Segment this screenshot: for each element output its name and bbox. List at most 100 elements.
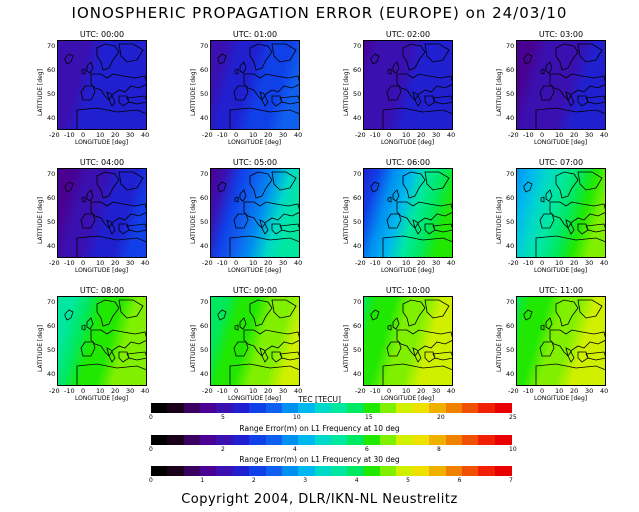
x-tick-label: -20 [508,131,519,139]
colorbar-segment [494,403,512,413]
y-tick-label: 50 [47,346,56,354]
coastline [565,347,575,363]
colorbar-segment [151,403,168,413]
tec-map-panel [57,40,147,130]
y-axis-label: LATITUDE [deg] [343,325,350,372]
colorbar-segment [314,403,332,413]
coastline [271,43,297,63]
tec-field [57,296,147,386]
y-tick-label: 50 [47,218,56,226]
panel-utc-label: UTC: 10:00 [385,286,431,295]
colorbar-segment [167,403,185,413]
colorbar-segment [281,403,299,413]
x-tick-label: -10 [64,387,75,395]
colorbar-segment [363,435,381,445]
tec-map-panel [363,296,453,386]
colorbar-tick: 10 [509,446,517,453]
coastline [432,223,453,233]
colorbar-segment [412,435,430,445]
colorbar-title: TEC [TECU] [298,395,341,404]
coastline [555,171,579,199]
colorbar-segment [412,466,430,476]
coastline [424,223,436,235]
x-tick-label: 0 [234,387,239,395]
colorbar-tick: 4 [354,477,359,484]
coastline [243,201,300,229]
y-tick-label: 70 [506,42,515,50]
coastline [523,53,533,65]
coastline [424,43,450,63]
colorbar-segment [249,403,267,413]
coastline [90,73,147,101]
x-tick-label: 40 [141,259,150,267]
coastline [217,181,227,193]
coastline [118,351,130,363]
coastline [118,223,130,235]
colorbar-segment [298,403,316,413]
y-tick-label: 50 [506,218,515,226]
colorbar-segment [380,466,398,476]
x-tick-label: 10 [555,131,564,139]
y-tick-label: 40 [353,242,362,250]
panel-frame [210,296,300,386]
coastline [424,95,436,107]
x-tick-label: 40 [447,259,456,267]
x-tick-label: 20 [570,131,579,139]
x-tick-label: 30 [585,387,594,395]
colorbar-segment [445,466,463,476]
coastline [402,43,426,71]
colorbar-tick: 6 [365,446,369,453]
colorbar-segment [429,403,447,413]
coastline [86,61,94,74]
y-tick-label: 60 [506,194,515,202]
y-axis-label: LATITUDE [deg] [37,197,44,244]
coastline [233,213,249,229]
panel-frame [363,40,453,130]
coastline [549,329,606,357]
coastline [126,351,147,361]
colorbar-segment [232,466,250,476]
y-tick-label: 50 [200,346,209,354]
panel-utc-label: UTC: 05:00 [232,158,278,167]
panel-frame [210,168,300,258]
x-tick-label: 30 [126,387,135,395]
x-axis-label: LONGITUDE [deg] [228,139,282,146]
x-tick-label: -10 [217,131,228,139]
x-tick-label: 30 [126,259,135,267]
x-tick-label: 20 [417,131,426,139]
coastline [386,341,402,357]
y-tick-label: 40 [353,114,362,122]
x-tick-label: 10 [402,131,411,139]
x-tick-label: 0 [81,131,86,139]
tec-field [363,296,453,386]
x-axis-label: LONGITUDE [deg] [534,139,588,146]
panel-frame [516,168,606,258]
x-tick-label: -20 [508,387,519,395]
colorbar-tick: 5 [221,414,225,421]
x-tick-label: 40 [141,387,150,395]
tec-field [516,296,606,386]
x-tick-label: 30 [279,259,288,267]
coastline [239,61,247,74]
colorbar-segment [331,466,348,476]
colorbar-segment [281,435,299,445]
colorbar-segment [265,466,283,476]
coastline [259,219,269,235]
x-axis-label: LONGITUDE [deg] [228,267,282,274]
x-tick-label: -10 [523,387,534,395]
coastline [535,363,606,386]
coastline [545,317,553,330]
y-tick-label: 70 [200,170,209,178]
x-tick-label: 10 [555,259,564,267]
colorbar [151,403,512,413]
y-axis-label: LATITUDE [deg] [190,197,197,244]
colorbar-segment [461,466,479,476]
x-tick-label: 0 [540,259,545,267]
coastline [118,299,144,319]
coastline [271,299,297,319]
y-tick-label: 50 [506,346,515,354]
colorbar-segment [380,435,398,445]
colorbar-segment [265,435,283,445]
coastline [402,299,426,327]
coastline [234,196,239,203]
